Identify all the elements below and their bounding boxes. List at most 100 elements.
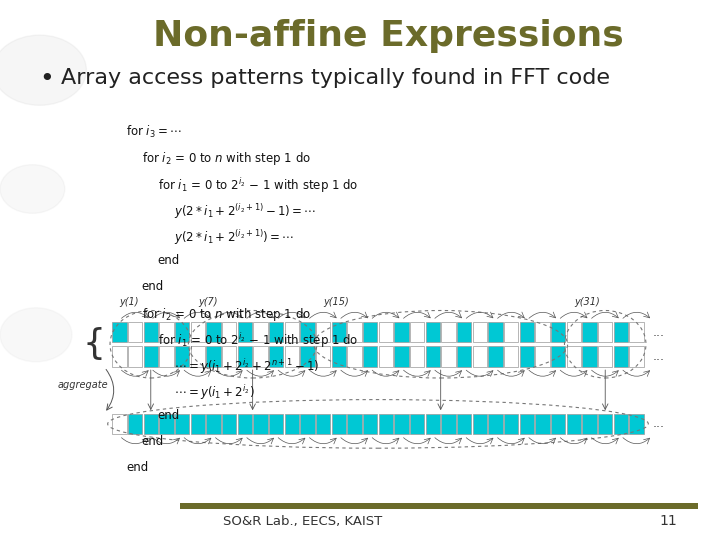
Bar — [536, 346, 549, 367]
Bar — [128, 322, 143, 342]
Circle shape — [0, 165, 65, 213]
Text: end: end — [158, 409, 180, 422]
Bar — [536, 414, 549, 434]
Bar — [269, 322, 283, 342]
Bar — [441, 322, 456, 342]
Text: end: end — [158, 254, 180, 267]
Bar — [300, 322, 315, 342]
Bar — [473, 414, 487, 434]
Bar — [504, 322, 518, 342]
Bar — [536, 322, 549, 342]
Bar — [269, 414, 283, 434]
Text: end: end — [142, 280, 164, 293]
Text: for $i_3 = \cdots$: for $i_3 = \cdots$ — [126, 124, 181, 140]
Text: for $i_2$ = 0 to $n$ with step 1 do: for $i_2$ = 0 to $n$ with step 1 do — [142, 306, 311, 322]
Text: end: end — [126, 461, 148, 474]
Text: {: { — [82, 327, 105, 361]
Bar — [504, 414, 518, 434]
Bar — [238, 346, 252, 367]
Bar — [284, 414, 299, 434]
Bar — [520, 322, 534, 342]
Bar — [238, 414, 252, 434]
Bar — [379, 414, 393, 434]
Bar — [222, 414, 236, 434]
Bar — [284, 346, 299, 367]
Bar — [347, 322, 361, 342]
Text: ...: ... — [653, 417, 665, 430]
Bar — [144, 414, 158, 434]
Circle shape — [0, 308, 72, 362]
Bar — [567, 322, 581, 342]
Text: for $i_1$ = 0 to $2^{i_2}$ $-$ 1 with step 1 do: for $i_1$ = 0 to $2^{i_2}$ $-$ 1 with st… — [158, 176, 358, 195]
Bar — [457, 322, 472, 342]
Bar — [128, 414, 143, 434]
Bar — [269, 346, 283, 367]
Bar — [316, 346, 330, 367]
Bar — [473, 322, 487, 342]
Text: y(15): y(15) — [323, 296, 349, 307]
Bar — [567, 346, 581, 367]
Text: ...: ... — [653, 350, 665, 363]
Text: end: end — [142, 435, 164, 448]
Bar — [175, 346, 189, 367]
Bar — [488, 322, 503, 342]
Text: Non-affine Expressions: Non-affine Expressions — [153, 19, 624, 53]
Bar — [112, 346, 127, 367]
Bar — [144, 322, 158, 342]
Bar — [520, 346, 534, 367]
Bar — [629, 346, 644, 367]
Bar — [395, 322, 409, 342]
Bar — [457, 346, 472, 367]
Bar — [598, 322, 612, 342]
Bar — [551, 322, 565, 342]
Bar — [441, 346, 456, 367]
Text: SO&R Lab., EECS, KAIST: SO&R Lab., EECS, KAIST — [222, 515, 382, 528]
Bar — [191, 322, 205, 342]
Bar — [410, 322, 424, 342]
Bar — [426, 322, 440, 342]
Bar — [175, 322, 189, 342]
Bar — [488, 346, 503, 367]
Bar — [238, 322, 252, 342]
Bar — [180, 503, 698, 509]
Bar — [300, 346, 315, 367]
Bar — [395, 346, 409, 367]
Bar — [347, 346, 361, 367]
Bar — [410, 346, 424, 367]
Bar — [613, 322, 628, 342]
Bar — [363, 322, 377, 342]
Bar — [332, 414, 346, 434]
Bar — [379, 322, 393, 342]
Bar — [582, 322, 597, 342]
Bar — [551, 414, 565, 434]
Text: for $i_1$ = 0 to $2^{i_2}$ $-$ 1 with step 1 do: for $i_1$ = 0 to $2^{i_2}$ $-$ 1 with st… — [158, 332, 358, 350]
Bar — [363, 346, 377, 367]
Bar — [551, 346, 565, 367]
Text: $\cdots = y(i_1 + 2^{i_2})$: $\cdots = y(i_1 + 2^{i_2})$ — [174, 383, 254, 402]
Text: aggregate: aggregate — [58, 380, 108, 390]
Text: Array access patterns typically found in FFT code: Array access patterns typically found in… — [61, 68, 611, 87]
Bar — [410, 414, 424, 434]
Bar — [144, 346, 158, 367]
Bar — [175, 414, 189, 434]
Bar — [222, 322, 236, 342]
Text: ...: ... — [653, 326, 665, 339]
Bar — [598, 346, 612, 367]
Bar — [253, 414, 268, 434]
Bar — [473, 346, 487, 367]
Bar — [426, 346, 440, 367]
Text: for $i_2$ = 0 to $n$ with step 1 do: for $i_2$ = 0 to $n$ with step 1 do — [142, 150, 311, 167]
Bar — [379, 346, 393, 367]
Bar — [191, 414, 205, 434]
Bar — [253, 346, 268, 367]
Bar — [363, 414, 377, 434]
Bar — [332, 322, 346, 342]
Bar — [300, 414, 315, 434]
Bar — [191, 346, 205, 367]
Text: y(31): y(31) — [574, 296, 600, 307]
Bar — [112, 322, 127, 342]
Text: y(1): y(1) — [120, 296, 139, 307]
Bar — [441, 414, 456, 434]
Bar — [629, 414, 644, 434]
Bar — [520, 414, 534, 434]
